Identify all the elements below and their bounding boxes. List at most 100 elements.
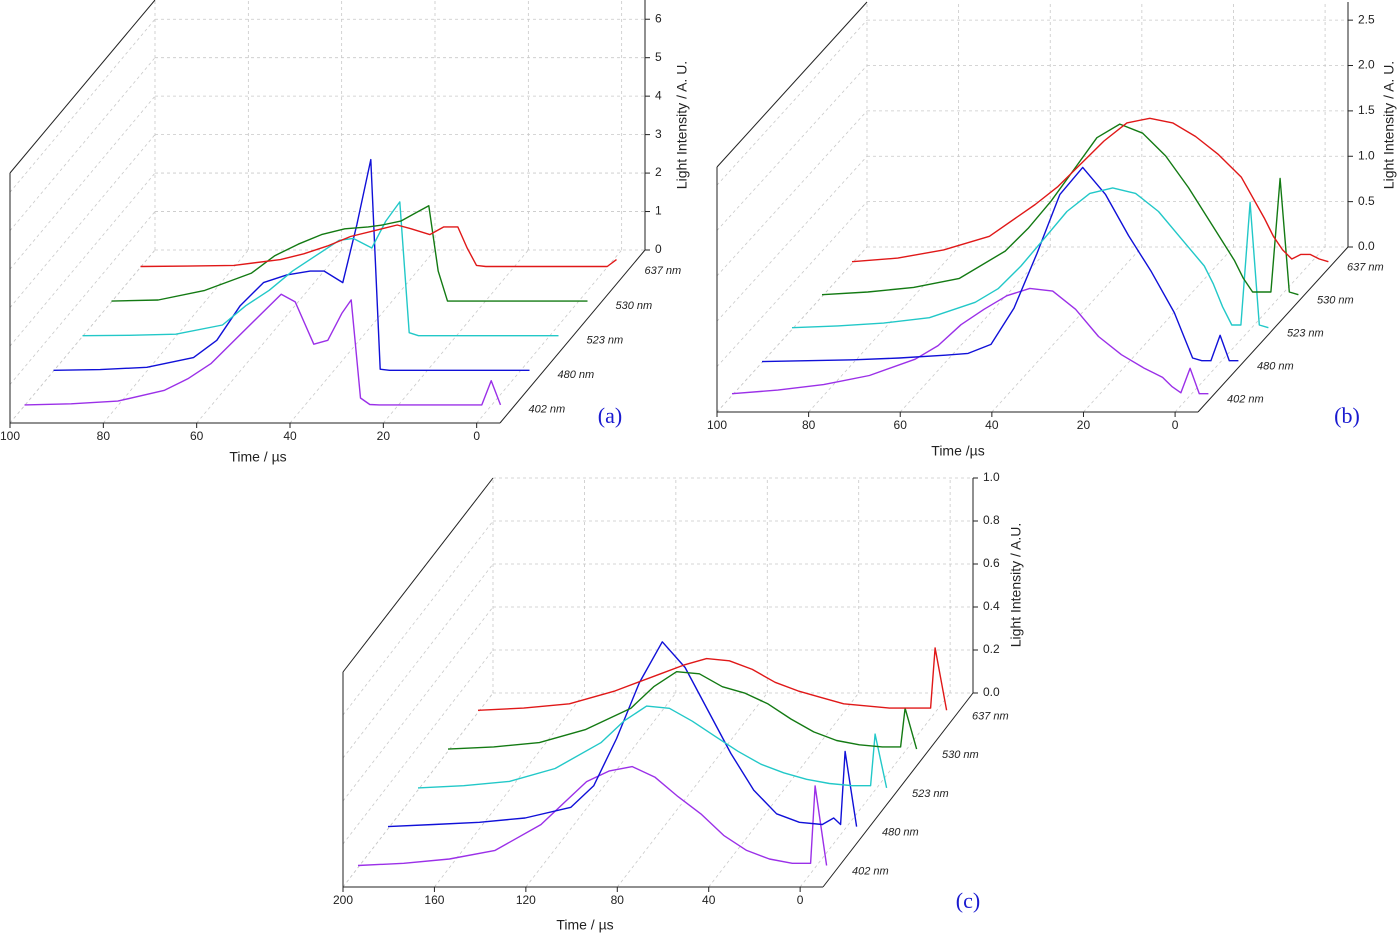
y-axis-title: Light Intensity / A.U.: [1008, 523, 1024, 648]
series-line: [851, 117, 1329, 263]
depth-label: 530 nm: [616, 300, 653, 312]
depth-label: 480 nm: [882, 827, 919, 839]
y-tick-label: 3: [655, 127, 662, 141]
x-tick-label: 60: [190, 429, 204, 443]
depth-label: 637 nm: [645, 265, 682, 277]
depth-label: 480 nm: [1257, 360, 1294, 372]
grid-line: [342, 692, 494, 888]
series-line: [111, 205, 588, 302]
x-tick-label: 40: [283, 429, 297, 443]
grid-line: [9, 18, 156, 193]
y-axis-title: Light Intensity / A. U.: [674, 61, 690, 189]
x-axis-title: Time / µs: [556, 917, 613, 933]
depth-label: 402 nm: [529, 404, 566, 416]
panel-label: (c): [956, 888, 980, 913]
x-tick-label: 40: [985, 418, 999, 432]
panel-label: (b): [1334, 403, 1360, 428]
depth-label: 480 nm: [558, 369, 595, 381]
grid-line: [196, 249, 342, 424]
y-tick-label: 0.5: [1358, 194, 1375, 208]
grid-line: [616, 692, 768, 888]
series-line: [791, 187, 1269, 329]
grid-line: [434, 692, 585, 888]
x-axis-title: Time / µs: [229, 449, 286, 465]
grid-line: [716, 110, 868, 277]
grid-line: [716, 65, 868, 231]
depth-axis-line: [822, 692, 974, 888]
x-tick-label: 80: [97, 429, 111, 443]
x-tick-label: 20: [1077, 418, 1091, 432]
y-tick-label: 0.2: [983, 642, 1000, 656]
series-line: [357, 765, 828, 867]
grid-line: [716, 246, 868, 413]
grid-line: [342, 649, 494, 845]
x-tick-label: 80: [802, 418, 816, 432]
panel-label: (a): [598, 403, 622, 428]
series-line: [24, 293, 502, 406]
grid-line: [289, 249, 436, 424]
y-tick-label: 1: [655, 204, 662, 218]
grid-line: [716, 201, 868, 367]
wall-edge: [716, 1, 868, 168]
series-line: [821, 123, 1299, 296]
wall-edge: [9, 0, 156, 174]
grid-line: [9, 172, 156, 347]
y-tick-label: 1.0: [983, 470, 1000, 484]
y-tick-label: 0.6: [983, 556, 1000, 570]
grid-line: [525, 692, 677, 888]
x-tick-label: 100: [0, 429, 20, 443]
y-tick-label: 5: [655, 50, 662, 64]
y-tick-label: 1.0: [1358, 148, 1375, 162]
x-tick-label: 200: [333, 893, 353, 907]
x-tick-label: 40: [702, 893, 716, 907]
series-line: [82, 201, 559, 337]
y-tick-label: 2.5: [1358, 12, 1375, 26]
depth-axis-line: [499, 249, 646, 424]
x-tick-label: 80: [611, 893, 625, 907]
depth-label: 530 nm: [942, 749, 979, 761]
grid-line: [716, 246, 868, 413]
series-line: [731, 287, 1209, 395]
depth-label: 530 nm: [1317, 294, 1354, 306]
y-tick-label: 0: [655, 242, 662, 256]
grid-line: [716, 155, 868, 322]
grid-line: [1174, 246, 1326, 413]
series-line: [447, 671, 918, 750]
x-tick-label: 120: [516, 893, 536, 907]
grid-line: [9, 134, 156, 308]
grid-line: [899, 246, 1051, 413]
grid-line: [342, 563, 494, 759]
x-tick-label: 20: [377, 429, 391, 443]
depth-label: 637 nm: [972, 710, 1009, 722]
y-tick-label: 0.0: [1358, 239, 1375, 253]
depth-label: 523 nm: [587, 334, 624, 346]
y-axis-title: Light Intensity / A. U.: [1381, 61, 1397, 189]
y-tick-label: 4: [655, 88, 662, 102]
grid-line: [9, 95, 156, 270]
series-line: [53, 158, 530, 371]
series-line: [417, 705, 888, 789]
x-tick-label: 60: [894, 418, 908, 432]
x-tick-label: 0: [1172, 418, 1179, 432]
grid-line: [9, 57, 156, 231]
depth-label: 523 nm: [912, 788, 949, 800]
depth-label: 402 nm: [1227, 393, 1264, 405]
x-tick-label: 0: [797, 893, 804, 907]
x-axis-title: Time /µs: [931, 443, 984, 459]
y-tick-label: 0.0: [983, 685, 1000, 699]
y-tick-label: 0.8: [983, 513, 1000, 527]
grid-line: [9, 249, 156, 424]
grid-line: [342, 520, 494, 716]
grid-line: [383, 249, 529, 424]
y-tick-label: 0.4: [983, 599, 1000, 613]
grid-line: [476, 249, 622, 424]
series-line: [140, 224, 617, 268]
series-line: [477, 647, 948, 711]
depth-label: 523 nm: [1287, 327, 1324, 339]
wall-edge: [342, 477, 494, 673]
grid-line: [799, 692, 951, 888]
depth-label: 637 nm: [1347, 261, 1384, 273]
x-tick-label: 0: [473, 429, 480, 443]
